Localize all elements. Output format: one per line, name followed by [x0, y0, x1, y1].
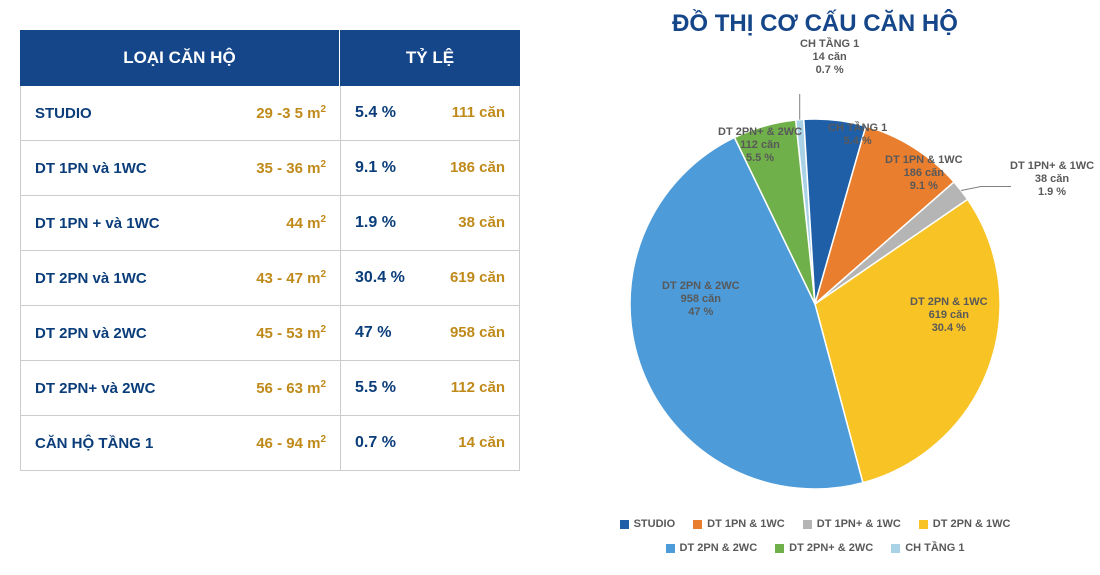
- chart-legend: STUDIO DT 1PN & 1WC DT 1PN+ & 1WC DT 2PN & …: [585, 518, 1045, 554]
- type-area: 35 - 36 m2: [256, 159, 326, 177]
- type-area: 43 - 47 m2: [256, 269, 326, 287]
- type-name: DT 2PN+ và 2WC: [35, 380, 155, 397]
- cell-ratio: 1.9 % 38 căn: [341, 196, 519, 250]
- type-area: 45 - 53 m2: [256, 324, 326, 342]
- ratio-pct: 5.5 %: [355, 379, 396, 397]
- cell-ratio: 5.5 % 112 căn: [341, 361, 519, 415]
- slice-label-dt2pnplus2wc: DT 2PN+ & 2WC112 căn5.5 %: [718, 126, 802, 166]
- legend-item: CH TẦNG 1: [891, 542, 964, 554]
- ratio-qty: 958 căn: [450, 324, 505, 341]
- chart-title: ĐỒ THỊ CƠ CẤU CĂN HỘ: [672, 10, 958, 38]
- legend-label: DT 2PN & 2WC: [680, 542, 758, 554]
- ratio-qty: 112 căn: [451, 379, 505, 396]
- cell-type: DT 1PN và 1WC 35 - 36 m2: [21, 141, 341, 195]
- ratio-pct: 30.4 %: [355, 269, 405, 287]
- table-row: DT 2PN và 2WC 45 - 53 m2 47 % 958 căn: [20, 306, 520, 361]
- cell-ratio: 30.4 % 619 căn: [341, 251, 519, 305]
- chart-section: ĐỒ THỊ CƠ CẤU CĂN HỘ CH TẦNG 15.4 % DT 1P…: [550, 10, 1080, 565]
- table-row: STUDIO 29 -3 5 m2 5.4 % 111 căn: [20, 86, 520, 141]
- type-name: DT 2PN và 1WC: [35, 270, 147, 287]
- ratio-qty: 186 căn: [450, 159, 505, 176]
- cell-ratio: 47 % 958 căn: [341, 306, 519, 360]
- slice-label-dt2pn1wc: DT 2PN & 1WC619 căn30.4 %: [910, 296, 988, 336]
- type-area: 44 m2: [286, 214, 326, 232]
- header-type: LOẠI CĂN HỘ: [20, 30, 340, 86]
- legend-swatch: [775, 544, 784, 553]
- legend-label: DT 2PN & 1WC: [933, 518, 1011, 530]
- legend-label: CH TẦNG 1: [905, 542, 964, 554]
- table-body: STUDIO 29 -3 5 m2 5.4 % 111 căn DT 1PN v…: [20, 86, 520, 471]
- ratio-qty: 111 căn: [452, 104, 505, 121]
- callout-ch_tang_1: CH TẦNG 114 căn0.7 %: [800, 38, 859, 78]
- ratio-pct: 0.7 %: [355, 434, 396, 452]
- legend-item: DT 1PN+ & 1WC: [803, 518, 901, 530]
- legend-label: DT 1PN & 1WC: [707, 518, 785, 530]
- cell-type: DT 2PN và 1WC 43 - 47 m2: [21, 251, 341, 305]
- table-row: DT 1PN và 1WC 35 - 36 m2 9.1 % 186 căn: [20, 141, 520, 196]
- ratio-qty: 14 căn: [458, 434, 505, 451]
- cell-ratio: 9.1 % 186 căn: [341, 141, 519, 195]
- ratio-pct: 1.9 %: [355, 214, 396, 232]
- ratio-qty: 38 căn: [458, 214, 505, 231]
- ratio-pct: 5.4 %: [355, 104, 396, 122]
- cell-type: DT 2PN và 2WC 45 - 53 m2: [21, 306, 341, 360]
- legend-item: DT 2PN & 2WC: [666, 542, 758, 554]
- legend-item: STUDIO: [620, 518, 676, 530]
- slice-label-dt1pn1wc: DT 1PN & 1WC186 căn9.1 %: [885, 154, 963, 194]
- apartment-table: LOẠI CĂN HỘ TỶ LỆ STUDIO 29 -3 5 m2 5.4 …: [20, 10, 520, 565]
- type-name: STUDIO: [35, 105, 92, 122]
- legend-item: DT 1PN & 1WC: [693, 518, 785, 530]
- cell-type: CĂN HỘ TẦNG 1 46 - 94 m2: [21, 416, 341, 470]
- cell-type: DT 2PN+ và 2WC 56 - 63 m2: [21, 361, 341, 415]
- type-name: DT 1PN và 1WC: [35, 160, 147, 177]
- slice-label-dt2pn2wc: DT 2PN & 2WC958 căn47 %: [662, 280, 740, 320]
- header-ratio: TỶ LỆ: [340, 30, 520, 86]
- type-name: CĂN HỘ TẦNG 1: [35, 435, 153, 452]
- legend-swatch: [919, 520, 928, 529]
- callout-dt1pnplus1wc: DT 1PN+ & 1WC38 căn1.9 %: [1010, 160, 1094, 200]
- table-row: DT 1PN + và 1WC 44 m2 1.9 % 38 căn: [20, 196, 520, 251]
- table-row: CĂN HỘ TẦNG 1 46 - 94 m2 0.7 % 14 căn: [20, 416, 520, 471]
- legend-label: DT 1PN+ & 1WC: [817, 518, 901, 530]
- type-name: DT 2PN và 2WC: [35, 325, 147, 342]
- table-row: DT 2PN và 1WC 43 - 47 m2 30.4 % 619 căn: [20, 251, 520, 306]
- ratio-qty: 619 căn: [450, 269, 505, 286]
- cell-ratio: 5.4 % 111 căn: [341, 86, 519, 140]
- table-row: DT 2PN+ và 2WC 56 - 63 m2 5.5 % 112 căn: [20, 361, 520, 416]
- type-area: 56 - 63 m2: [256, 379, 326, 397]
- legend-swatch: [620, 520, 629, 529]
- legend-swatch: [666, 544, 675, 553]
- legend-label: DT 2PN+ & 2WC: [789, 542, 873, 554]
- slice-label-studio: CH TẦNG 15.4 %: [828, 122, 887, 148]
- legend-label: STUDIO: [634, 518, 676, 530]
- cell-ratio: 0.7 % 14 căn: [341, 416, 519, 470]
- type-area: 29 -3 5 m2: [256, 104, 326, 122]
- legend-item: DT 2PN & 1WC: [919, 518, 1011, 530]
- legend-swatch: [693, 520, 702, 529]
- legend-swatch: [803, 520, 812, 529]
- ratio-pct: 47 %: [355, 324, 391, 342]
- ratio-pct: 9.1 %: [355, 159, 396, 177]
- type-name: DT 1PN + và 1WC: [35, 215, 160, 232]
- type-area: 46 - 94 m2: [256, 434, 326, 452]
- legend-item: DT 2PN+ & 2WC: [775, 542, 873, 554]
- pie-chart: CH TẦNG 15.4 % DT 1PN & 1WC186 căn9.1 % DT…: [580, 44, 1050, 514]
- cell-type: STUDIO 29 -3 5 m2: [21, 86, 341, 140]
- cell-type: DT 1PN + và 1WC 44 m2: [21, 196, 341, 250]
- table-header: LOẠI CĂN HỘ TỶ LỆ: [20, 30, 520, 86]
- legend-swatch: [891, 544, 900, 553]
